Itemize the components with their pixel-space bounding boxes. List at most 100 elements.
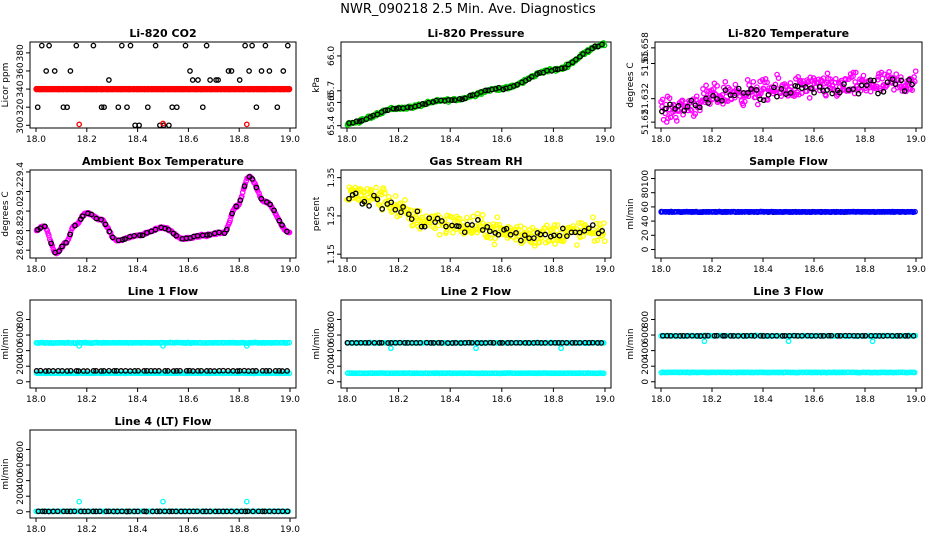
- data-point: [867, 77, 874, 84]
- data-point: [173, 368, 180, 374]
- data-point: [187, 68, 193, 74]
- data-point: [880, 88, 887, 95]
- data-point: [871, 77, 877, 84]
- data-point: [473, 226, 480, 233]
- data-point: [829, 90, 836, 97]
- data-point: [106, 77, 112, 83]
- data-point: [173, 104, 180, 111]
- data-point: [85, 508, 91, 515]
- data-point: [514, 81, 520, 88]
- y-tick-label: 360: [16, 62, 26, 79]
- data-point: [234, 368, 241, 374]
- data-point: [43, 68, 50, 74]
- x-tick-label: 18.4: [128, 525, 148, 535]
- data-point: [152, 226, 159, 233]
- x-tick-label: 18.6: [178, 395, 198, 405]
- data-point: [106, 340, 113, 346]
- data-point: [911, 369, 918, 376]
- chart-box_temp: Ambient Box Temperature degrees C 18.0 18.2…: [1, 155, 300, 275]
- data-point: [875, 90, 881, 97]
- data-point: [532, 242, 538, 249]
- x-tick-label: 18.2: [702, 135, 722, 145]
- chart-licor_temp: Li-820 Temperature degrees C 18.0 18.2 18.4 1…: [626, 27, 926, 145]
- series-flow: [658, 208, 918, 216]
- y-tick-label: 65.4: [327, 115, 337, 135]
- data-point: [696, 104, 703, 111]
- x-tick-label: 19.0: [280, 265, 300, 275]
- data-point: [63, 239, 69, 246]
- data-point: [516, 232, 523, 239]
- data-point: [436, 231, 443, 238]
- data-point: [469, 222, 475, 228]
- data-point: [599, 228, 605, 234]
- data-point: [352, 190, 359, 197]
- data-point: [681, 107, 688, 114]
- data-point: [474, 210, 481, 217]
- data-point: [491, 241, 498, 248]
- data-point: [667, 332, 674, 339]
- data-point: [518, 237, 524, 244]
- data-point: [189, 77, 196, 83]
- data-point: [284, 228, 290, 235]
- data-point: [274, 104, 281, 111]
- data-point: [366, 203, 372, 209]
- data-point: [912, 208, 918, 215]
- plot-frame: [29, 299, 297, 389]
- series-line-flow-avg: [35, 508, 291, 515]
- data-point: [98, 216, 104, 223]
- data-point: [194, 232, 201, 239]
- data-point: [828, 332, 835, 339]
- data-point: [817, 333, 824, 339]
- y-tick-label: 800: [641, 311, 651, 328]
- data-point: [486, 228, 493, 235]
- data-point: [827, 369, 833, 376]
- data-point: [479, 227, 486, 233]
- y-tick-label: 51.658: [641, 32, 651, 64]
- data-point: [722, 332, 728, 339]
- data-point: [346, 195, 352, 202]
- y-axis-label: ml/min: [626, 198, 636, 229]
- x-tick-label: 18.0: [337, 265, 357, 275]
- y-tick-label: 600: [16, 326, 26, 343]
- y-tick-label: 0: [641, 246, 651, 252]
- data-point: [48, 240, 54, 247]
- y-tick-label: 1.15: [327, 244, 337, 264]
- x-tick-label: 18.0: [26, 135, 46, 145]
- data-point: [160, 498, 166, 505]
- data-point: [703, 82, 709, 89]
- x-tick-label: 18.4: [128, 395, 148, 405]
- data-point: [482, 87, 489, 94]
- series-pressure: [344, 40, 608, 128]
- data-point: [195, 368, 201, 374]
- chart-title: Li-820 Temperature: [728, 27, 849, 40]
- chart-pressure: Li-820 Pressure kPa 18.0 18.2 18.4 18.6 18.8 19…: [312, 27, 615, 145]
- y-tick-label: 51.65: [641, 51, 651, 77]
- data-point: [816, 83, 823, 90]
- data-point: [225, 68, 232, 74]
- data-point: [379, 206, 386, 212]
- data-point: [528, 73, 535, 80]
- data-point: [405, 211, 412, 218]
- data-point: [774, 93, 780, 100]
- data-point: [553, 227, 560, 234]
- chart-title: Line 1 Flow: [128, 285, 198, 298]
- chart-title: Line 4 (LT) Flow: [115, 415, 212, 428]
- data-point: [455, 370, 462, 377]
- data-point: [152, 42, 159, 49]
- data-point: [542, 231, 549, 238]
- x-tick-label: 18.6: [804, 265, 824, 275]
- data-point: [38, 42, 45, 49]
- series-temperature: [658, 68, 919, 125]
- data-point: [88, 211, 95, 218]
- x-tick-label: 18.8: [229, 395, 249, 405]
- data-point: [443, 223, 449, 230]
- y-tick-label: 800: [16, 311, 26, 328]
- data-point: [771, 84, 777, 91]
- series-line-flow-spikes: [76, 498, 250, 505]
- chart-title: Li-820 Pressure: [428, 27, 525, 40]
- y-tick-label: 600: [16, 456, 26, 473]
- data-point: [881, 71, 888, 78]
- data-point: [419, 100, 426, 107]
- data-point: [758, 90, 764, 97]
- data-point: [490, 339, 497, 346]
